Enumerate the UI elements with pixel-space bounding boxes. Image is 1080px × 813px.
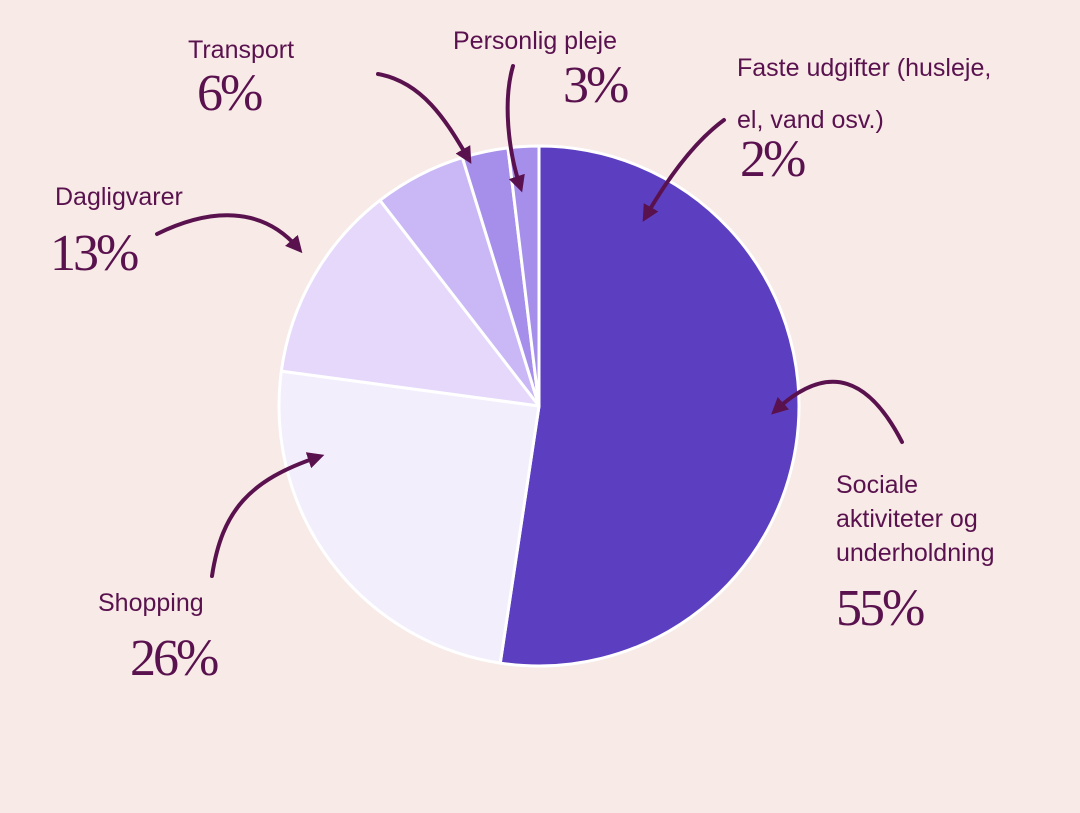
pie-slice-sociale-aktiviteter-og-underholdning	[498, 144, 801, 668]
label-fixed-line2: el, vand osv.)	[737, 106, 884, 134]
arrow-social	[771, 379, 904, 444]
pct-shopping: 26%	[130, 630, 219, 687]
pie-slice-dagligvarer	[279, 198, 541, 408]
label-shopping: Shopping	[98, 589, 204, 617]
label-social-line1: Sociale	[836, 471, 918, 499]
label-fixed-line1: Faste udgifter (husleje,	[737, 54, 992, 82]
label-social-line3: underholdning	[836, 539, 995, 567]
label-groceries: Dagligvarer	[55, 183, 183, 211]
pie-slice-faste-udgifter-husleje-el-vand-osv	[506, 144, 541, 408]
arrow-transport	[376, 72, 472, 164]
pie-slices	[277, 144, 801, 668]
pie-slice-shopping	[277, 369, 541, 665]
arrow-groceries	[155, 213, 303, 254]
pct-social: 55%	[836, 580, 925, 637]
arrow-personal	[505, 64, 525, 193]
pct-groceries: 13%	[50, 225, 139, 282]
label-personal: Personlig pleje	[453, 27, 617, 55]
label-social-line2: aktiviteter og	[836, 505, 978, 533]
arrow-shopping	[210, 452, 325, 578]
pct-transport: 6%	[197, 65, 263, 122]
arrow-fixed	[642, 118, 726, 222]
label-transport: Transport	[188, 36, 295, 64]
callout-arrows	[155, 64, 904, 578]
pct-fixed: 2%	[740, 131, 806, 188]
label-fixed: Faste udgifter (husleje, el, vand osv.)	[737, 42, 991, 146]
pct-personal: 3%	[563, 57, 629, 114]
label-social: Sociale aktiviteter og underholdning	[836, 468, 994, 570]
